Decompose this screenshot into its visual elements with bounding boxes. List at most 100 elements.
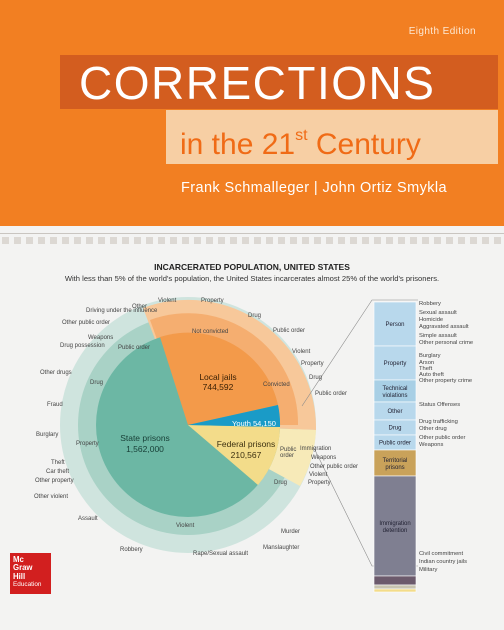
outer-label: Violent [309, 472, 328, 478]
local-jails-slice [160, 332, 278, 425]
divider-dash [230, 237, 237, 244]
outer-label: Drug [248, 313, 261, 319]
slice-value: 1,562,000 [126, 444, 164, 454]
stacked-bar [373, 301, 417, 593]
subtitle-end: Century [307, 128, 421, 161]
bar-segment-label: violations [382, 393, 407, 399]
divider-dash [398, 237, 405, 244]
bar-segment-label: Technical [382, 386, 407, 392]
divider-dash [38, 237, 45, 244]
bar-label: Military [419, 567, 437, 573]
divider-dash [110, 237, 117, 244]
bar-label: Aggravated assault [419, 324, 469, 330]
divider-dash [194, 237, 201, 244]
edition-label: Eighth Edition [408, 26, 476, 37]
title-background [60, 55, 498, 109]
bar-segment-label: Person [385, 322, 404, 328]
slice-value: 744,592 [203, 382, 234, 392]
divider-dash [410, 237, 417, 244]
graphic-subtitle: With less than 5% of the world's populat… [64, 274, 440, 283]
outer-label: Other public order [310, 464, 358, 470]
slice-label: Youth 54,150 [232, 419, 276, 428]
divider-dash [494, 237, 501, 244]
outer-label: Drug [90, 380, 103, 386]
divider-dash [386, 237, 393, 244]
book-title: CORRECTIONS [79, 57, 436, 109]
divider-dash [446, 237, 453, 244]
dashed-divider [0, 233, 504, 244]
divider-dash [374, 237, 381, 244]
bar-segment-label: Territorial [383, 458, 408, 464]
subtitle-sup: st [295, 127, 308, 144]
outer-label: Weapons [88, 335, 113, 341]
slice-label: State prisons [120, 433, 170, 443]
book-subtitle: in the 21st Century [180, 117, 421, 164]
bar-label: Status Offenses [419, 402, 460, 408]
outer-label: Rape/Sexual assault [193, 551, 248, 557]
publisher-line2: Graw [13, 563, 33, 573]
bar-segment [373, 575, 417, 586]
divider-dash [134, 237, 141, 244]
outer-label: Other violent [34, 494, 68, 500]
youth-slice [188, 405, 281, 427]
bar-segment [373, 301, 417, 347]
bar-label: Burglary [419, 353, 441, 359]
bar-segment [373, 449, 417, 477]
divider-dash [434, 237, 441, 244]
bar-segment [373, 588, 417, 593]
outer-label: Drug [309, 375, 322, 381]
graphic-title: INCARCERATED POPULATION, UNITED STATES [154, 262, 350, 272]
outer-label: Violent [292, 349, 311, 355]
divider-dash [326, 237, 333, 244]
divider-dash [146, 237, 153, 244]
outer-label: Property [301, 361, 324, 367]
bar-label: Other personal crime [419, 340, 473, 346]
divider-dash [242, 237, 249, 244]
outer-label: order [280, 453, 294, 459]
publisher-logo: Mc Graw Hill Education [10, 553, 51, 594]
outer-label: Drug [274, 480, 287, 486]
outer-label: Robbery [120, 547, 143, 553]
subtitle-main: in the 21 [180, 128, 296, 161]
publisher-line1: Mc [13, 555, 24, 564]
bar-label: Robbery [419, 301, 441, 307]
divider-dash [290, 237, 297, 244]
outer-label: Violent [176, 523, 195, 529]
bar-label: Civil commitment [419, 551, 464, 557]
bar-label: Theft [419, 366, 433, 372]
bar-segment-label: Property [384, 361, 407, 367]
bar-label: Other property crime [419, 378, 472, 384]
slice-value: 210,567 [231, 450, 262, 460]
divider-dash [458, 237, 465, 244]
divider-dash [62, 237, 69, 244]
outer-label: Other drugs [40, 370, 72, 376]
divider-dash [218, 237, 225, 244]
bar-segment-label: Other [387, 409, 402, 415]
outer-label: Weapons [311, 455, 336, 461]
divider-dash [254, 237, 261, 244]
bar-label: Weapons [419, 442, 443, 448]
outer-label: Driving under the influence [86, 308, 158, 314]
outer-label: Assault [78, 516, 98, 522]
divider-dash [302, 237, 309, 244]
publisher-line4: Education [13, 581, 42, 589]
divider-dash [182, 237, 189, 244]
bar-label: Auto theft [419, 372, 444, 378]
outer-label: Manslaughter [263, 545, 299, 551]
divider-dash [170, 237, 177, 244]
subtitle-background [166, 110, 498, 164]
outer-label: Drug possession [60, 343, 105, 349]
divider-dash [50, 237, 57, 244]
outer-label: Property [76, 441, 99, 447]
divider-dash [158, 237, 165, 244]
bar-segment [373, 584, 417, 590]
outer-label: Violent [158, 298, 177, 304]
divider-dash [14, 237, 21, 244]
outer-label: Immigration [300, 446, 331, 452]
outer-label: Other property [35, 478, 74, 484]
outer-label: Public [280, 447, 296, 453]
outer-label: Public order [315, 391, 347, 397]
bar-label: Drug trafficking [419, 419, 458, 425]
